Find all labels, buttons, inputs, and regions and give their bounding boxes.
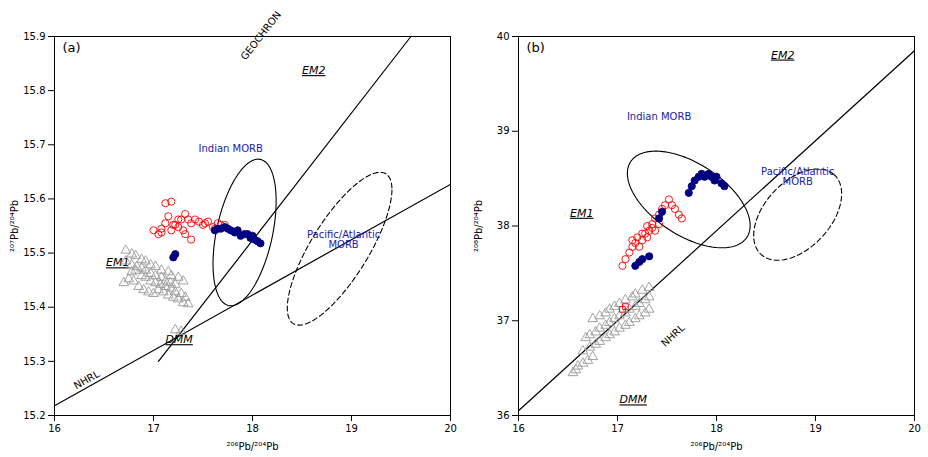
svg-text:19: 19	[345, 423, 358, 434]
svg-text:Indian MORB: Indian MORB	[627, 111, 692, 122]
svg-text:20: 20	[908, 423, 921, 434]
svg-text:GEOCHRON: GEOCHRON	[238, 9, 283, 62]
svg-text:39: 39	[497, 125, 510, 136]
svg-text:DMM: DMM	[619, 393, 647, 406]
svg-text:Indian MORB: Indian MORB	[199, 143, 264, 154]
svg-text:37: 37	[497, 315, 510, 326]
svg-text:(a): (a)	[63, 40, 81, 55]
svg-text:(b): (b)	[527, 40, 545, 55]
svg-text:15.3: 15.3	[23, 356, 45, 367]
svg-text:DMM: DMM	[165, 333, 193, 346]
svg-text:15.6: 15.6	[23, 193, 45, 204]
svg-text:²⁰⁶Pb/²⁰⁴Pb: ²⁰⁶Pb/²⁰⁴Pb	[690, 441, 742, 452]
svg-text:EM1: EM1	[570, 207, 593, 220]
svg-text:16: 16	[48, 423, 61, 434]
svg-text:Pacific/AtlanticMORB: Pacific/AtlanticMORB	[761, 166, 834, 187]
svg-text:Pacific/AtlanticMORB: Pacific/AtlanticMORB	[307, 229, 380, 250]
svg-text:²⁰⁶Pb/²⁰⁴Pb: ²⁰⁶Pb/²⁰⁴Pb	[226, 441, 278, 452]
svg-text:15.5: 15.5	[23, 247, 45, 258]
svg-text:19: 19	[809, 423, 822, 434]
svg-text:15.4: 15.4	[23, 301, 45, 312]
svg-text:EM2: EM2	[302, 64, 325, 77]
svg-text:15.2: 15.2	[23, 410, 45, 421]
svg-text:NHRL: NHRL	[72, 368, 102, 391]
svg-text:16: 16	[512, 423, 525, 434]
svg-text:17: 17	[147, 423, 160, 434]
svg-text:38: 38	[497, 220, 510, 231]
svg-text:EM1: EM1	[106, 256, 129, 269]
svg-text:18: 18	[246, 423, 259, 434]
svg-text:18: 18	[710, 423, 723, 434]
svg-text:15.8: 15.8	[23, 85, 45, 96]
svg-text:17: 17	[611, 423, 624, 434]
svg-text:20: 20	[444, 423, 457, 434]
svg-text:40: 40	[497, 31, 510, 42]
svg-text:15.9: 15.9	[23, 31, 45, 42]
svg-text:NHRL: NHRL	[659, 322, 687, 349]
svg-text:²⁰⁷Pb/²⁰⁴Pb: ²⁰⁷Pb/²⁰⁴Pb	[9, 200, 20, 252]
svg-text:36: 36	[497, 410, 510, 421]
svg-text:EM2: EM2	[771, 49, 794, 62]
svg-text:²⁰⁸Pb/²⁰⁴Pb: ²⁰⁸Pb/²⁰⁴Pb	[473, 200, 484, 252]
svg-text:15.7: 15.7	[23, 139, 45, 150]
